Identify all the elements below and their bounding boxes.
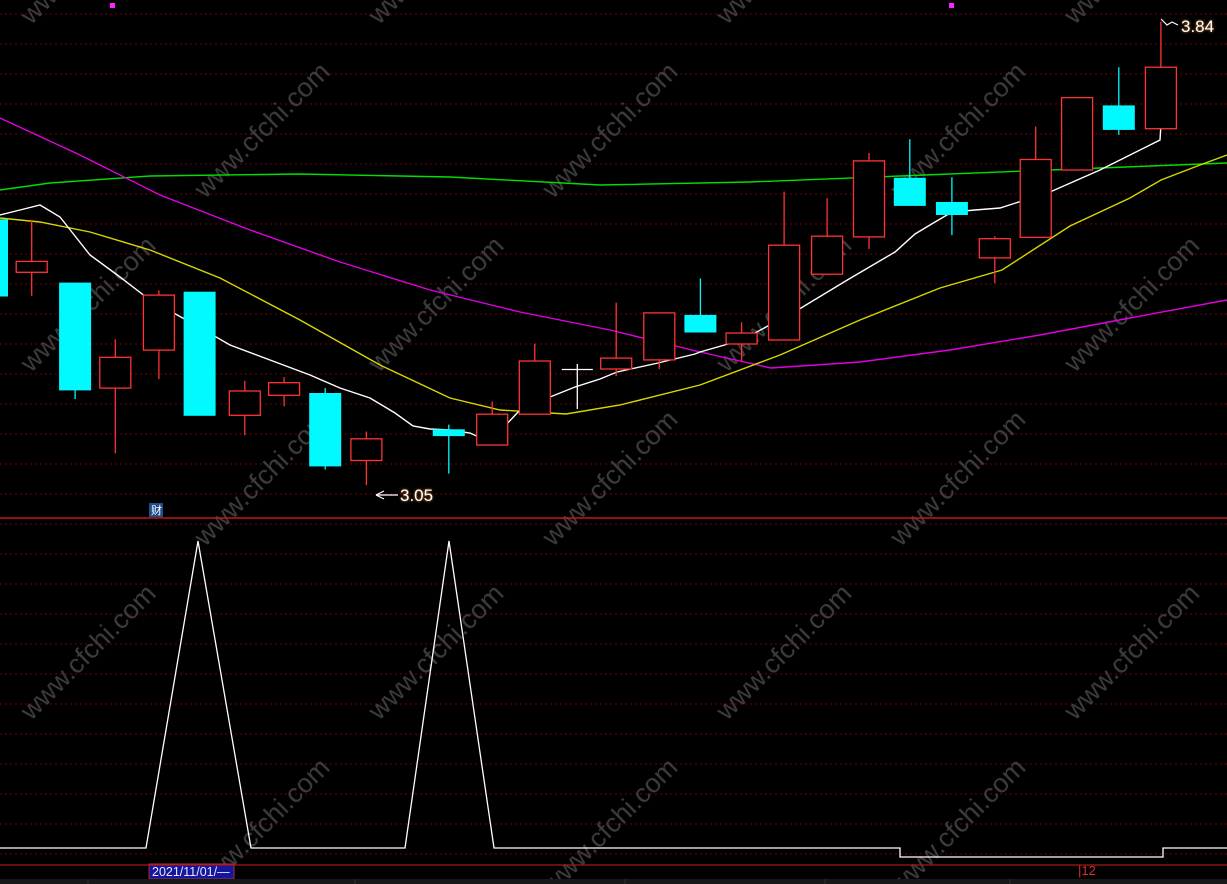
svg-text:3.05: 3.05 — [400, 486, 433, 505]
svg-text:财: 财 — [151, 503, 162, 517]
svg-text:3.84: 3.84 — [1181, 17, 1214, 36]
svg-text:2021/11/01/—: 2021/11/01/— — [152, 865, 230, 879]
